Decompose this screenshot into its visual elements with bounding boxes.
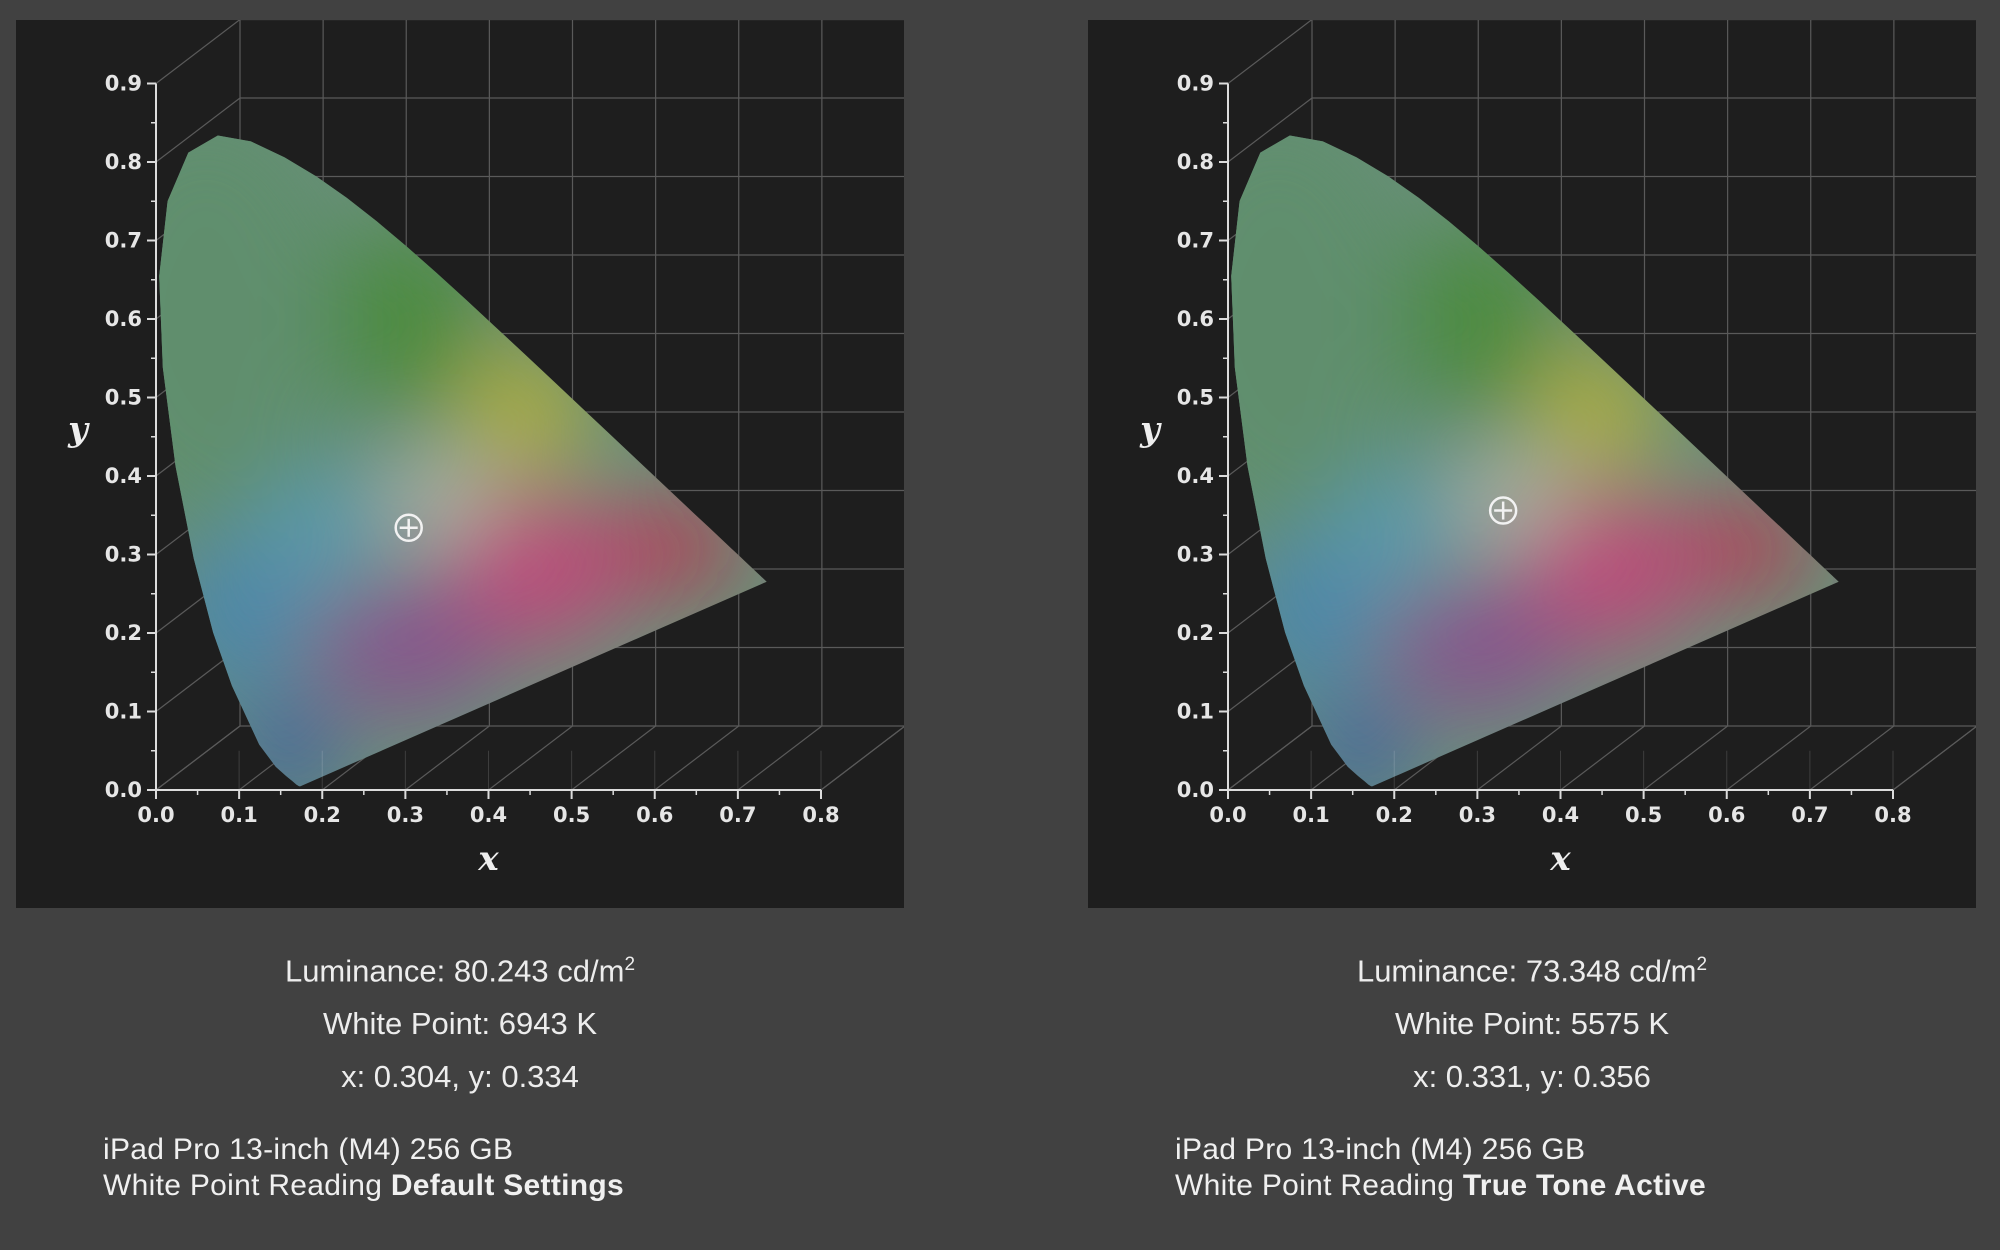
luminance-reading: Luminance: 73.348 cd/m2 <box>1356 953 1708 989</box>
y-tick-label: 0.8 <box>105 150 142 174</box>
x-tick-label: 0.6 <box>636 803 673 827</box>
reading-mode-line: White Point Reading Default Settings <box>103 1169 624 1202</box>
chromaticity-chart-true-tone: 0.0 0.1 0.2 0.3 0.4 0.5 0.6 0.7 0.8 0.0 0.1 0.2 0.3 0… <box>1088 20 1976 908</box>
chromaticity-chart-svg: 0.0 0.1 0.2 0.3 0.4 0.5 0.6 0.7 0.8 0.0 0.1 0.2 0.3 0… <box>67 20 904 879</box>
device-name: iPad Pro 13-inch (M4) 256 GB <box>103 1133 514 1166</box>
y-tick-label: 0.3 <box>1177 543 1214 567</box>
panel-caption: iPad Pro 13-inch (M4) 256 GB White Point… <box>1175 1132 1706 1204</box>
y-tick-label: 0.7 <box>105 229 142 253</box>
y-tick-label: 0.6 <box>1177 307 1214 331</box>
x-tick-label: 0.3 <box>387 803 424 827</box>
x-tick-label: 0.4 <box>470 803 507 827</box>
y-tick-label: 0.4 <box>105 464 142 488</box>
xy-coordinate-reading: x: 0.304, y: 0.334 <box>341 1059 579 1095</box>
y-axis-label: y <box>1139 410 1162 450</box>
x-tick-label: 0.8 <box>1874 803 1911 827</box>
measurement-readings: Luminance: 80.243 cd/m2 White Point: 694… <box>16 938 904 1103</box>
y-tick-label: 0.9 <box>105 72 142 96</box>
chromaticity-chart-svg: 0.0 0.1 0.2 0.3 0.4 0.5 0.6 0.7 0.8 0.0 0.1 0.2 0.3 0… <box>1139 20 1976 879</box>
x-tick-label: 0.8 <box>802 803 839 827</box>
panel-caption: iPad Pro 13-inch (M4) 256 GB White Point… <box>103 1132 624 1204</box>
device-name: iPad Pro 13-inch (M4) 256 GB <box>1175 1133 1586 1166</box>
y-tick-label: 0.1 <box>105 700 142 724</box>
chromaticity-gamut <box>159 135 767 787</box>
panel-default-settings: 0.0 0.1 0.2 0.3 0.4 0.5 0.6 0.7 0.8 0.0 0.1 0.2 0.3 0… <box>16 0 916 1250</box>
x-tick-label: 0.0 <box>137 803 174 827</box>
y-tick-label: 0.8 <box>1177 150 1214 174</box>
y-tick-label: 0.5 <box>1177 386 1214 410</box>
y-axis-label: y <box>67 410 90 450</box>
chromaticity-chart-default: 0.0 0.1 0.2 0.3 0.4 0.5 0.6 0.7 0.8 0.0 0.1 0.2 0.3 0… <box>16 20 904 908</box>
x-tick-label: 0.3 <box>1459 803 1496 827</box>
x-tick-label: 0.2 <box>1376 803 1413 827</box>
x-axis-label: x <box>477 839 499 879</box>
x-tick-label: 0.5 <box>1625 803 1662 827</box>
measurement-readings: Luminance: 73.348 cd/m2 White Point: 557… <box>1088 938 1976 1103</box>
x-axis-label: x <box>1549 839 1571 879</box>
luminance-reading: Luminance: 80.243 cd/m2 <box>284 953 636 989</box>
y-tick-label: 0.0 <box>105 778 142 802</box>
y-tick-label: 0.6 <box>105 307 142 331</box>
reading-mode: True Tone Active <box>1462 1169 1707 1202</box>
x-tick-label: 0.2 <box>304 803 341 827</box>
y-tick-label: 0.1 <box>1177 700 1214 724</box>
y-tick-label: 0.5 <box>105 386 142 410</box>
y-tick-label: 0.7 <box>1177 229 1214 253</box>
white-point-reading: White Point: 6943 K <box>323 1006 597 1042</box>
x-tick-label: 0.6 <box>1708 803 1745 827</box>
x-tick-label: 0.7 <box>1791 803 1828 827</box>
white-point-marker <box>1488 496 1518 525</box>
reading-mode-line: White Point Reading True Tone Active <box>1175 1169 1707 1202</box>
y-tick-label: 0.0 <box>1177 778 1214 802</box>
panel-true-tone: 0.0 0.1 0.2 0.3 0.4 0.5 0.6 0.7 0.8 0.0 0.1 0.2 0.3 0… <box>1088 0 1988 1250</box>
white-point-reading: White Point: 5575 K <box>1395 1006 1669 1042</box>
x-tick-label: 0.7 <box>719 803 756 827</box>
y-tick-label: 0.3 <box>105 543 142 567</box>
x-tick-label: 0.4 <box>1542 803 1579 827</box>
y-tick-label: 0.4 <box>1177 464 1214 488</box>
y-tick-label: 0.2 <box>105 621 142 645</box>
white-point-marker <box>394 513 423 543</box>
x-tick-label: 0.0 <box>1209 803 1246 827</box>
x-tick-label: 0.5 <box>553 803 590 827</box>
y-tick-label: 0.2 <box>1177 621 1214 645</box>
reading-mode: Default Settings <box>390 1169 624 1202</box>
y-tick-label: 0.9 <box>1177 72 1214 96</box>
chromaticity-gamut <box>1231 135 1839 787</box>
x-tick-label: 0.1 <box>1293 803 1330 827</box>
x-tick-label: 0.1 <box>221 803 258 827</box>
xy-coordinate-reading: x: 0.331, y: 0.356 <box>1413 1059 1651 1095</box>
